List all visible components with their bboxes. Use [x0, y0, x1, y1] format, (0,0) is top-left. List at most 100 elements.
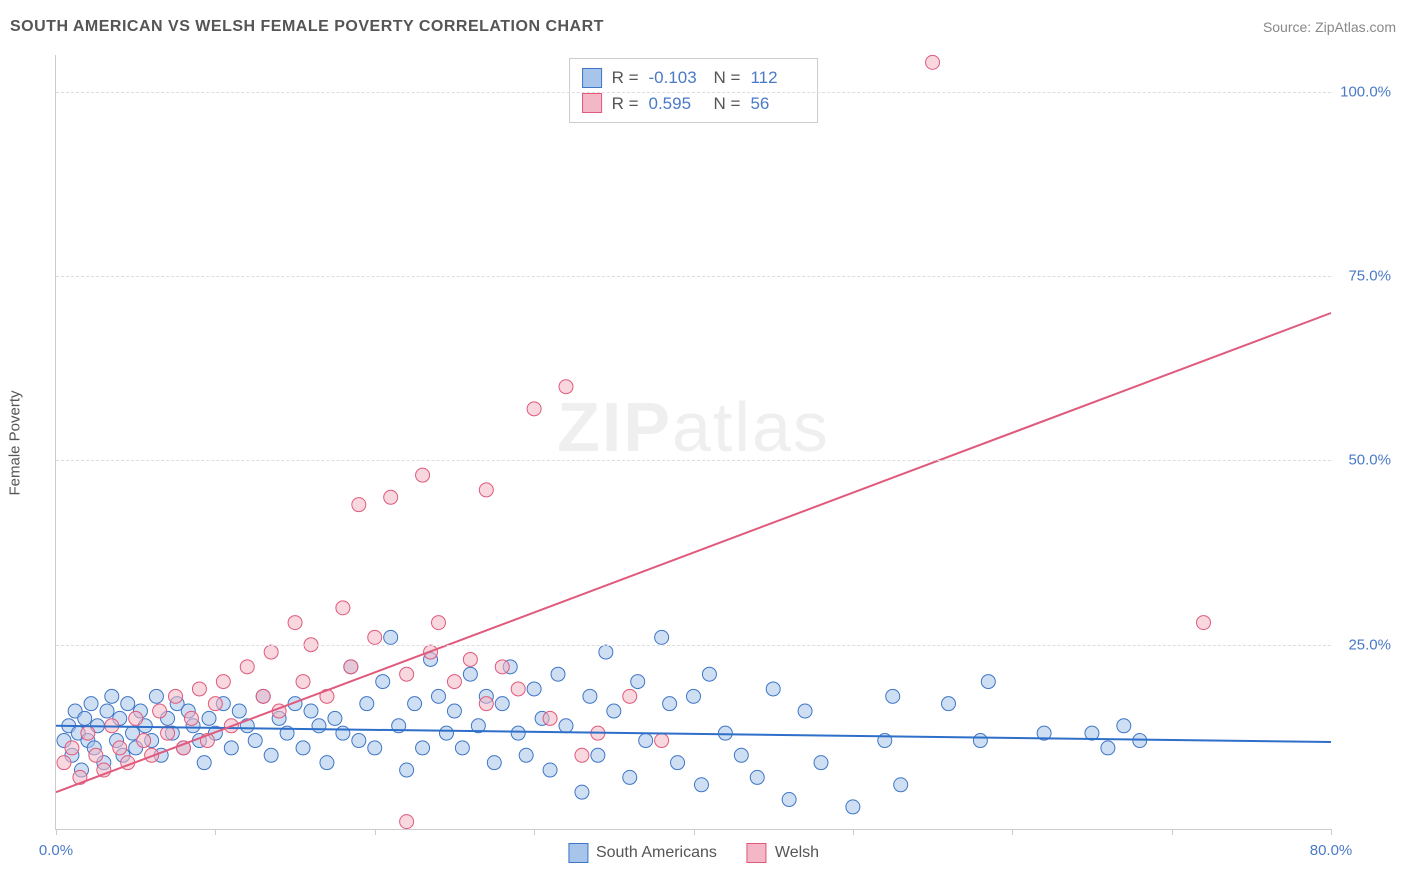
scatter-point — [495, 697, 509, 711]
scatter-point — [718, 726, 732, 740]
trend-line — [56, 313, 1331, 792]
scatter-point — [495, 660, 509, 674]
scatter-point — [197, 756, 211, 770]
scatter-point — [886, 689, 900, 703]
scatter-svg — [56, 55, 1331, 829]
scatter-point — [352, 498, 366, 512]
scatter-point — [487, 756, 501, 770]
scatter-point — [100, 704, 114, 718]
stat-n-value: 112 — [750, 65, 805, 91]
x-tick — [56, 829, 57, 835]
y-tick-label: 100.0% — [1340, 83, 1391, 100]
scatter-point — [639, 734, 653, 748]
scatter-point — [663, 697, 677, 711]
legend-swatch — [568, 843, 588, 863]
x-tick-label: 80.0% — [1310, 842, 1353, 859]
scatter-point — [360, 697, 374, 711]
scatter-point — [511, 726, 525, 740]
grid-line — [56, 645, 1331, 646]
scatter-point — [750, 770, 764, 784]
plot-area: ZIPatlas R = -0.103 N = 112 R = 0.595 N … — [55, 55, 1331, 830]
scatter-point — [384, 490, 398, 504]
scatter-point — [169, 689, 183, 703]
scatter-point — [192, 682, 206, 696]
stat-n-value: 56 — [750, 91, 805, 117]
scatter-point — [527, 402, 541, 416]
scatter-point — [65, 741, 79, 755]
x-tick — [1172, 829, 1173, 835]
scatter-point — [734, 748, 748, 762]
stat-r-value: 0.595 — [649, 91, 704, 117]
scatter-point — [408, 697, 422, 711]
stat-r-label: R = — [612, 91, 639, 117]
legend-label: South Americans — [596, 844, 717, 862]
y-tick-label: 50.0% — [1348, 452, 1391, 469]
scatter-point — [240, 660, 254, 674]
scatter-point — [559, 719, 573, 733]
legend-label: Welsh — [775, 844, 819, 862]
scatter-point — [432, 689, 446, 703]
scatter-point — [1197, 616, 1211, 630]
scatter-point — [607, 704, 621, 718]
grid-line — [56, 92, 1331, 93]
scatter-point — [543, 711, 557, 725]
scatter-point — [687, 689, 701, 703]
y-tick-label: 25.0% — [1348, 636, 1391, 653]
scatter-point — [1117, 719, 1131, 733]
scatter-point — [57, 756, 71, 770]
scatter-point — [336, 601, 350, 615]
scatter-point — [623, 689, 637, 703]
scatter-point — [591, 748, 605, 762]
scatter-point — [137, 734, 151, 748]
scatter-point — [288, 616, 302, 630]
scatter-point — [202, 711, 216, 725]
scatter-point — [184, 711, 198, 725]
x-tick — [1331, 829, 1332, 835]
scatter-point — [479, 697, 493, 711]
scatter-point — [926, 55, 940, 69]
scatter-point — [248, 734, 262, 748]
x-tick — [215, 829, 216, 835]
scatter-point — [447, 704, 461, 718]
scatter-point — [439, 726, 453, 740]
x-tick — [375, 829, 376, 835]
scatter-point — [543, 763, 557, 777]
scatter-point — [814, 756, 828, 770]
scatter-point — [121, 697, 135, 711]
scatter-point — [84, 697, 98, 711]
scatter-point — [798, 704, 812, 718]
stat-r-label: R = — [612, 65, 639, 91]
stat-n-label: N = — [714, 65, 741, 91]
x-tick — [853, 829, 854, 835]
scatter-point — [304, 704, 318, 718]
scatter-point — [400, 667, 414, 681]
bottom-legend: South Americans Welsh — [568, 843, 819, 863]
scatter-point — [312, 719, 326, 733]
scatter-point — [264, 645, 278, 659]
stat-r-value: -0.103 — [649, 65, 704, 91]
scatter-point — [256, 689, 270, 703]
x-tick — [694, 829, 695, 835]
scatter-point — [153, 704, 167, 718]
scatter-point — [232, 704, 246, 718]
scatter-point — [344, 660, 358, 674]
scatter-point — [149, 689, 163, 703]
scatter-point — [89, 748, 103, 762]
scatter-point — [694, 778, 708, 792]
scatter-point — [519, 748, 533, 762]
scatter-point — [575, 748, 589, 762]
scatter-point — [782, 793, 796, 807]
scatter-point — [400, 763, 414, 777]
scatter-point — [105, 689, 119, 703]
y-tick-label: 75.0% — [1348, 268, 1391, 285]
scatter-point — [981, 675, 995, 689]
scatter-point — [511, 682, 525, 696]
scatter-point — [551, 667, 565, 681]
scatter-point — [631, 675, 645, 689]
scatter-point — [320, 756, 334, 770]
scatter-point — [623, 770, 637, 784]
legend-item: South Americans — [568, 843, 717, 863]
scatter-point — [447, 675, 461, 689]
scatter-point — [208, 697, 222, 711]
scatter-point — [216, 675, 230, 689]
